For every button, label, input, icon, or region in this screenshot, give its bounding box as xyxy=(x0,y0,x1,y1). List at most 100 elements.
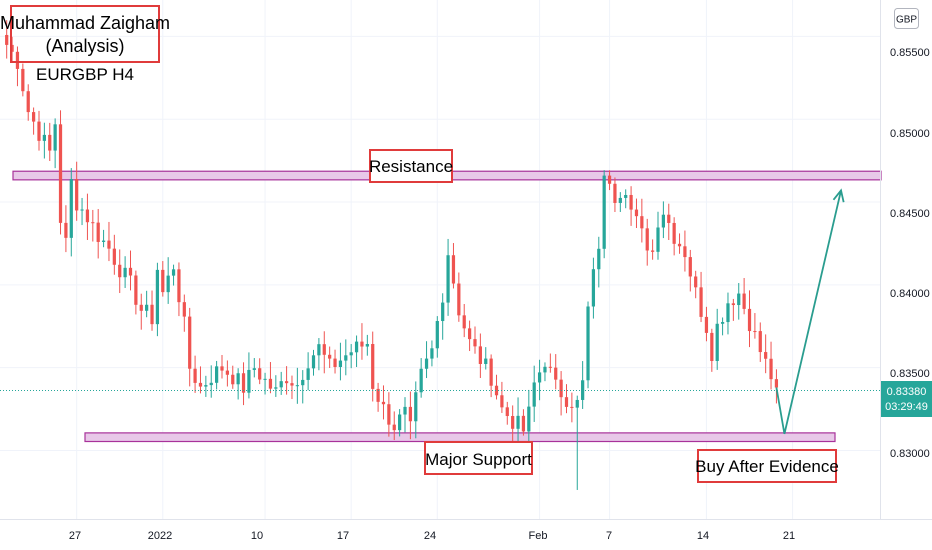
y-tick-label: 0.85500 xyxy=(890,47,930,59)
candle xyxy=(198,366,203,394)
candle-body xyxy=(328,354,332,359)
candle-body xyxy=(365,344,369,347)
price-tag-price: 0.83380 xyxy=(887,386,927,398)
y-axis-labels: 0.85500 0.85000 0.84500 0.84000 0.83500 … xyxy=(890,47,930,460)
candle xyxy=(91,209,95,242)
candle xyxy=(80,197,84,226)
candle xyxy=(656,211,660,260)
x-axis-labels: 27 2022 10 17 24 Feb 7 14 21 xyxy=(69,530,795,542)
candle xyxy=(704,306,709,342)
x-tick-label: 10 xyxy=(251,530,263,542)
candle-body xyxy=(112,248,116,265)
candle xyxy=(392,411,396,441)
candle-body xyxy=(753,331,757,333)
candle-body xyxy=(435,321,439,349)
candle xyxy=(344,339,348,376)
candle xyxy=(365,334,369,356)
candle xyxy=(613,177,617,212)
candle xyxy=(672,217,676,256)
candle xyxy=(441,293,445,340)
candle xyxy=(424,341,429,379)
candle-body xyxy=(15,51,20,69)
candle xyxy=(677,233,682,254)
candle-body xyxy=(21,68,25,92)
candle-body xyxy=(322,344,326,355)
candle-body xyxy=(710,332,714,362)
candle-body xyxy=(145,304,149,311)
candle xyxy=(171,264,176,286)
candle xyxy=(279,371,283,395)
candle-body xyxy=(290,383,294,386)
candle-body xyxy=(559,379,563,398)
candle xyxy=(494,374,499,400)
candle xyxy=(694,270,698,299)
candle xyxy=(683,230,687,272)
candle-body xyxy=(75,179,79,211)
candle-body xyxy=(295,385,299,387)
candle-body xyxy=(252,368,256,370)
candle xyxy=(435,316,439,358)
candle xyxy=(634,198,639,229)
candle-body xyxy=(742,293,746,309)
candle xyxy=(387,392,391,437)
candle-body xyxy=(344,355,348,361)
candle-body xyxy=(225,370,229,375)
candle-body xyxy=(602,175,606,249)
price-tag-countdown: 03:29:49 xyxy=(885,401,928,413)
candle-body xyxy=(591,269,596,307)
candle xyxy=(193,355,197,393)
candle xyxy=(247,352,251,399)
candle xyxy=(742,278,746,315)
candle xyxy=(209,365,213,398)
candle xyxy=(96,209,100,259)
candle xyxy=(624,189,628,209)
candle-body xyxy=(521,415,526,432)
candle xyxy=(398,409,402,437)
candle-body xyxy=(731,303,735,306)
candle-body xyxy=(694,276,698,288)
candle-body xyxy=(451,255,456,284)
candle xyxy=(462,304,466,338)
candle xyxy=(26,84,30,121)
candle xyxy=(333,349,337,374)
candle xyxy=(747,290,752,348)
support-label: Major Support xyxy=(424,441,533,475)
candle xyxy=(64,205,68,253)
candle xyxy=(602,170,606,259)
candle-body xyxy=(575,399,579,408)
currency-badge[interactable]: GBP xyxy=(894,8,919,29)
candle xyxy=(451,243,456,289)
candle-body xyxy=(764,352,768,359)
candle-body xyxy=(198,382,203,387)
currency-badge-label: GBP xyxy=(896,15,917,26)
candle-body xyxy=(403,406,407,415)
candle xyxy=(177,262,181,317)
candle-body xyxy=(624,194,628,198)
candle xyxy=(731,298,735,321)
candle-body xyxy=(96,222,100,242)
candle xyxy=(543,362,547,382)
candle-body xyxy=(171,269,176,276)
y-tick-label: 0.83500 xyxy=(890,368,930,380)
buy-label-box xyxy=(697,449,837,483)
candle-body xyxy=(672,222,676,244)
candle-body xyxy=(177,269,181,303)
candle-body xyxy=(726,303,730,323)
candle-body xyxy=(704,316,709,333)
candle xyxy=(511,405,515,443)
candle xyxy=(699,271,703,323)
candles[interactable] xyxy=(5,20,779,490)
candle xyxy=(414,381,418,439)
arrow-head xyxy=(832,188,845,203)
candle-body xyxy=(640,216,644,229)
candle-body xyxy=(118,264,122,278)
candle xyxy=(69,168,73,257)
candle xyxy=(220,354,224,379)
candle-body xyxy=(769,358,773,380)
candle xyxy=(21,63,25,97)
candle xyxy=(301,370,305,404)
candle xyxy=(758,322,762,362)
projection-arrow xyxy=(775,188,845,435)
candle-body xyxy=(554,367,558,380)
